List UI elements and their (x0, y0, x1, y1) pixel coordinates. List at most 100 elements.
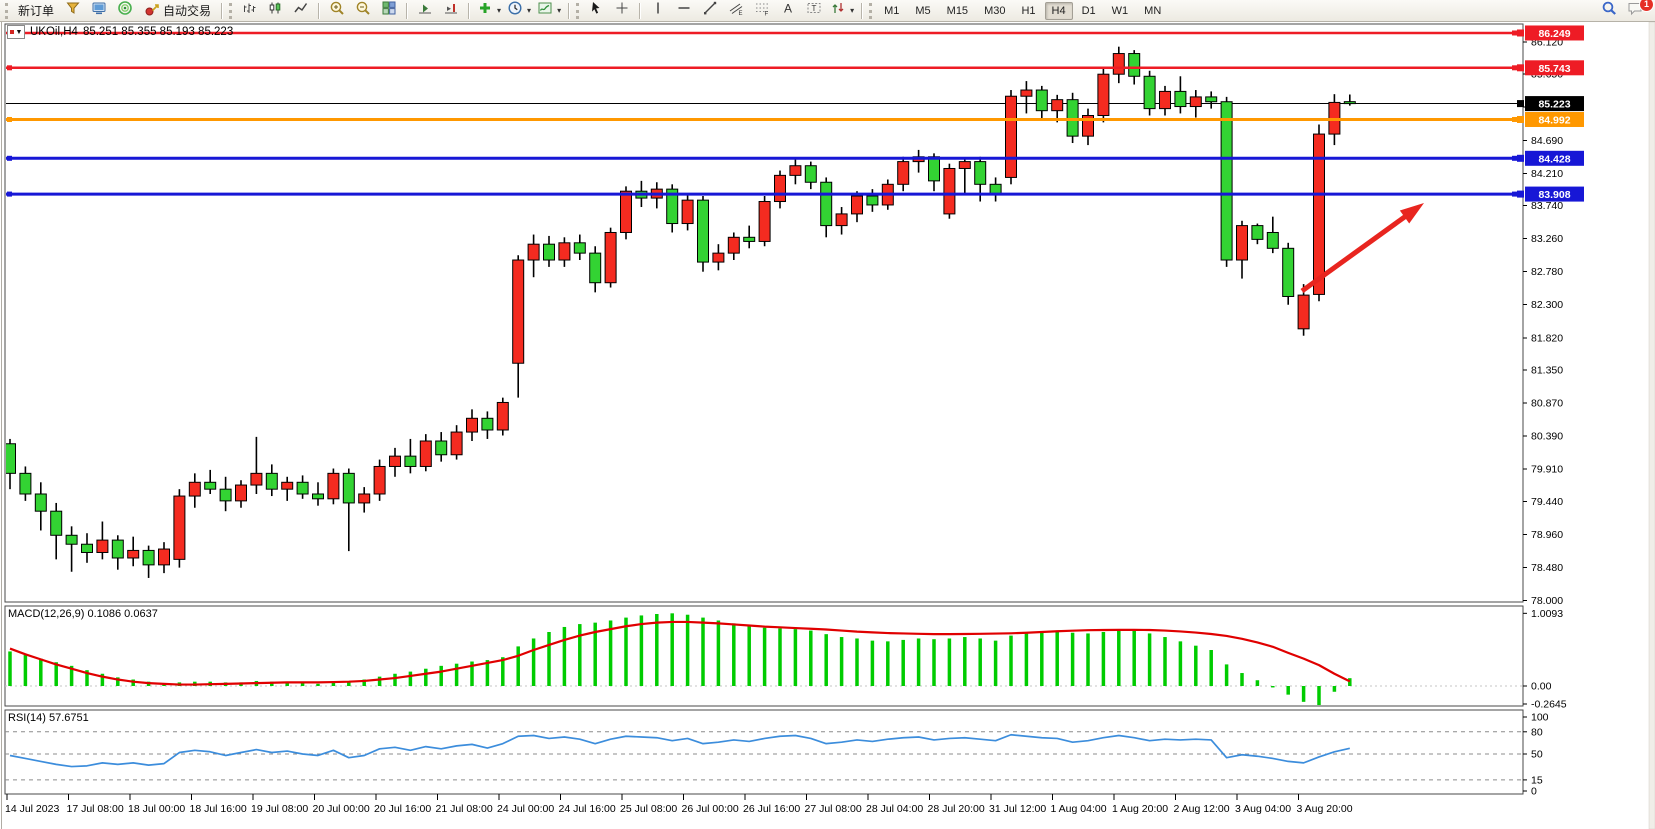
chart-shift-icon (443, 0, 459, 21)
timeframe-H1[interactable]: H1 (1021, 4, 1036, 17)
svg-text:78.000: 78.000 (1531, 595, 1563, 607)
symbol-dropdown-button[interactable]: ▼ (7, 25, 25, 39)
period-selector-button[interactable]: ▾ (504, 0, 534, 21)
svg-text:20 Jul 00:00: 20 Jul 00:00 (313, 803, 370, 815)
price-badge-86.249 (1525, 25, 1584, 41)
svg-text:F: F (765, 12, 769, 17)
auto-trading-button[interactable]: 自动交易 (138, 0, 217, 21)
arrow-tools-button[interactable]: ▾ (827, 0, 857, 21)
price-badge-83.908 (1525, 186, 1584, 202)
cursor-icon (588, 0, 604, 21)
timeframe-W1[interactable]: W1 (1111, 4, 1129, 17)
svg-text:T: T (812, 4, 817, 13)
cursor-button[interactable] (583, 0, 609, 21)
chart-symbol-period: UKOil,H4 (30, 26, 78, 38)
fibonacci-button[interactable]: F (749, 0, 775, 21)
svg-text:79.910: 79.910 (1531, 464, 1563, 476)
trendline-button[interactable] (697, 0, 723, 21)
timeframe-M5[interactable]: M5 (915, 4, 931, 17)
arrow-tools-icon (830, 0, 846, 21)
svg-text:80.870: 80.870 (1531, 398, 1563, 410)
timeframe-M30[interactable]: M30 (984, 4, 1006, 17)
tile-windows-button[interactable] (376, 0, 402, 21)
candles-layer[interactable] (5, 30, 1524, 578)
text-button[interactable]: A (775, 0, 801, 21)
bar-chart-button[interactable] (236, 0, 262, 21)
svg-text:85.743: 85.743 (1538, 63, 1570, 75)
svg-text:80: 80 (1531, 726, 1543, 738)
notifications-button[interactable]: 1 (1622, 0, 1654, 21)
zoom-in-icon (329, 0, 345, 21)
rsi-line (9, 733, 1350, 768)
zoom-in-button[interactable] (324, 0, 350, 21)
terminal-button[interactable] (86, 0, 112, 21)
auto-scroll-icon (417, 0, 433, 21)
crosshair-icon (614, 0, 630, 21)
toolbar-separator (468, 2, 471, 19)
svg-text:0.00: 0.00 (1531, 681, 1552, 693)
bar-chart-icon (241, 0, 257, 21)
zoom-out-icon (355, 0, 371, 21)
search-button[interactable] (1596, 0, 1622, 21)
toolbar-separator (318, 2, 321, 19)
svg-text:-0.2645: -0.2645 (1531, 699, 1567, 711)
chart-ohlc-values: 85.251 85.355 85.193 85.223 (82, 26, 234, 38)
price-badge-85.223 (1525, 96, 1584, 112)
toolbar-grip[interactable] (869, 2, 873, 19)
timeframe-group: M1 M5 M15 M30 H1 H4 D1 W1 MN (876, 1, 1169, 20)
price-badge-84.428 (1525, 150, 1584, 166)
svg-text:85.223: 85.223 (1538, 99, 1570, 111)
chart-shift-button[interactable] (438, 0, 464, 21)
signals-icon (117, 0, 133, 21)
svg-text:78.960: 78.960 (1531, 529, 1563, 541)
main-toolbar: 新订单 自动交易 ▾ ▾ (0, 0, 1655, 22)
chevron-down-icon: ▾ (557, 6, 562, 15)
notification-badge: 1 (1639, 0, 1654, 12)
horizontal-line-icon (676, 0, 692, 21)
candlestick-chart-button[interactable] (262, 0, 288, 21)
zoom-out-button[interactable] (350, 0, 376, 21)
svg-text:28 Jul 20:00: 28 Jul 20:00 (928, 803, 985, 815)
equidistant-channel-button[interactable]: E (723, 0, 749, 21)
terminal-icon (91, 0, 107, 21)
timeframe-H4[interactable]: H4 (1044, 1, 1073, 20)
svg-text:82.300: 82.300 (1531, 299, 1563, 311)
candlestick-chart-icon (267, 0, 283, 21)
chart-title-row: ▼ UKOil,H4 85.251 85.355 85.193 85.223 (7, 25, 233, 39)
timeframe-M15[interactable]: M15 (946, 4, 969, 17)
annotation-arrow[interactable] (1300, 212, 1410, 294)
macd-label-text: MACD(12,26,9) 0.1086 0.0637 (8, 608, 158, 620)
crosshair-button[interactable] (609, 0, 635, 21)
toolbar-separator (406, 2, 409, 19)
add-indicator-icon (477, 0, 493, 21)
add-indicator-button[interactable]: ▾ (474, 0, 504, 21)
svg-text:50: 50 (1531, 749, 1543, 761)
metaeditor-button[interactable] (60, 0, 86, 21)
svg-text:83.260: 83.260 (1531, 233, 1563, 245)
svg-text:83.740: 83.740 (1531, 200, 1563, 212)
toolbar-right-cluster: 1 (1596, 0, 1654, 21)
new-order-button[interactable]: 新订单 (12, 0, 60, 21)
signals-button[interactable] (112, 0, 138, 21)
toolbar-separator (639, 2, 642, 19)
line-chart-button[interactable] (288, 0, 314, 21)
timeframe-M1[interactable]: M1 (884, 4, 900, 17)
search-icon (1601, 0, 1618, 22)
svg-text:81.350: 81.350 (1531, 365, 1563, 377)
toolbar-grip[interactable] (576, 2, 580, 19)
template-button[interactable]: ▾ (534, 0, 564, 21)
fibonacci-icon: F (754, 0, 770, 21)
auto-scroll-button[interactable] (412, 0, 438, 21)
toolbar-grip[interactable] (5, 2, 8, 19)
metaeditor-funnel-icon (65, 0, 81, 21)
toolbar-grip[interactable] (229, 2, 233, 19)
macd-signal-line (9, 620, 1351, 686)
timeframe-D1[interactable]: D1 (1081, 4, 1096, 17)
svg-text:84.690: 84.690 (1531, 135, 1563, 147)
horizontal-line-button[interactable] (671, 0, 697, 21)
chevron-down-icon: ▾ (850, 6, 855, 15)
vertical-line-button[interactable] (645, 0, 671, 21)
text-label-button[interactable]: T (801, 0, 827, 21)
timeframe-MN[interactable]: MN (1144, 4, 1162, 17)
